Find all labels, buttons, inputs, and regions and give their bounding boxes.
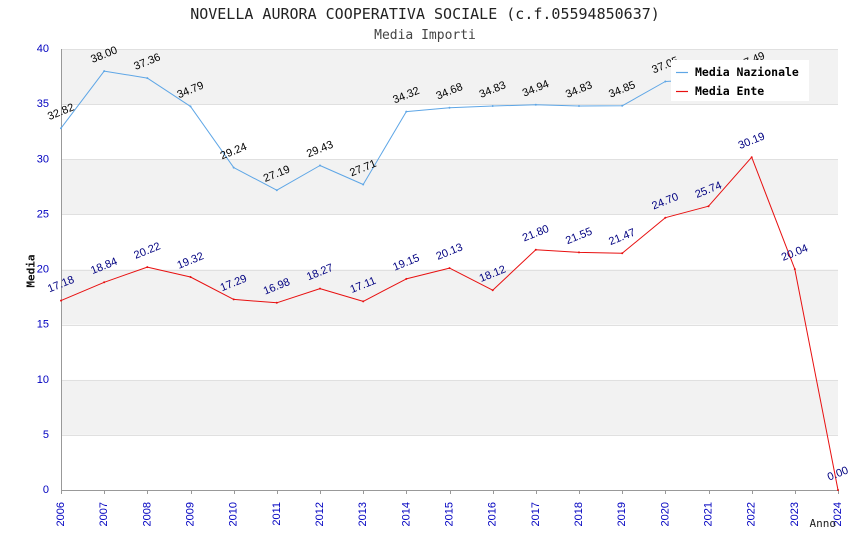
- data-point-media-nazionale: [232, 166, 235, 169]
- x-tick-label: 2022: [746, 502, 758, 526]
- data-point-media-nazionale: [60, 127, 62, 130]
- data-point-media-nazionale: [189, 105, 192, 108]
- y-tick-label: 40: [37, 43, 49, 55]
- data-point-media-nazionale: [362, 183, 365, 186]
- x-tick-label: 2013: [357, 502, 369, 526]
- data-point-media-ente: [146, 266, 149, 269]
- data-point-media-ente: [60, 299, 62, 302]
- x-tick-label: 2024: [832, 502, 844, 526]
- data-point-media-nazionale: [664, 80, 667, 83]
- data-point-media-nazionale: [319, 164, 321, 167]
- data-point-media-nazionale: [491, 105, 494, 107]
- data-point-media-ente: [578, 251, 580, 254]
- data-point-media-ente: [232, 298, 235, 301]
- data-point-media-nazionale: [578, 105, 580, 107]
- x-axis-title: Anno: [810, 517, 837, 530]
- data-point-media-ente: [362, 300, 365, 303]
- tick-labels: 0 5 10 15 20 25 30 35 40 2006 2007 2008 2009 2010 2011…: [37, 43, 844, 526]
- data-point-media-nazionale: [103, 70, 106, 73]
- x-tick-label: 2014: [400, 502, 412, 526]
- x-tick-label: 2007: [98, 502, 110, 526]
- data-point-media-nazionale: [621, 104, 624, 107]
- legend-box: [671, 60, 809, 101]
- y-tick-label: 15: [37, 319, 49, 331]
- data-point-media-nazionale: [275, 189, 278, 192]
- x-tick-label: 2018: [573, 502, 585, 526]
- data-point-media-nazionale: [405, 110, 408, 113]
- data-point-media-ente: [793, 268, 796, 271]
- axes: [61, 49, 839, 494]
- y-axis-title: Media: [25, 254, 38, 287]
- x-tick-label: 2020: [659, 502, 671, 526]
- data-point-media-ente: [275, 301, 278, 304]
- y-tick-label: 5: [43, 429, 49, 441]
- grid-band: [61, 104, 838, 160]
- data-points: [60, 70, 839, 491]
- x-tick-label: 2011: [271, 502, 283, 526]
- legend-label-media-ente: Media Ente: [695, 84, 764, 98]
- data-point-media-ente: [664, 216, 667, 219]
- data-point-media-ente: [750, 156, 753, 159]
- y-tick-label: 20: [37, 264, 49, 276]
- grid-band: [61, 159, 838, 215]
- chart-title: NOVELLA AURORA COOPERATIVA SOCIALE (c.f.…: [190, 5, 660, 23]
- grid-band: [61, 269, 838, 325]
- x-tick-label: 2015: [444, 502, 456, 526]
- legend-label-media-nazionale: Media Nazionale: [695, 65, 799, 79]
- data-point-media-nazionale: [534, 103, 537, 106]
- grid-band: [61, 434, 838, 490]
- series-line-media-nazionale: [60, 70, 752, 191]
- x-tick-label: 2009: [185, 502, 197, 526]
- legend: Media Nazionale Media Ente: [671, 60, 809, 101]
- chart-subtitle: Media Importi: [374, 28, 476, 43]
- data-point-media-ente: [534, 248, 537, 251]
- grid-band: [61, 379, 838, 435]
- y-tick-label: 10: [37, 374, 49, 386]
- grid-band: [61, 214, 838, 270]
- data-point-media-ente: [621, 252, 624, 255]
- data-point-media-ente: [319, 287, 321, 290]
- data-point-media-ente: [491, 289, 494, 292]
- background-bands: [61, 49, 838, 490]
- data-point-media-ente: [707, 205, 710, 208]
- x-tick-label: 2006: [55, 502, 67, 526]
- x-tick-label: 2023: [789, 502, 801, 526]
- data-point-media-ente: [837, 489, 839, 491]
- data-point-media-nazionale: [146, 77, 149, 80]
- x-tick-label: 2021: [703, 502, 715, 526]
- x-tick-label: 2017: [530, 502, 542, 526]
- data-point-media-ente: [189, 276, 192, 278]
- x-tick-label: 2010: [228, 502, 240, 526]
- y-tick-label: 35: [37, 98, 49, 110]
- data-point-media-ente: [405, 277, 408, 280]
- data-point-media-ente: [448, 267, 451, 270]
- data-point-media-nazionale: [448, 106, 451, 109]
- y-tick-label: 30: [37, 153, 49, 165]
- x-tick-label: 2012: [314, 502, 326, 526]
- y-tick-label: 0: [43, 484, 49, 496]
- grid-band: [61, 324, 838, 380]
- data-point-media-ente: [103, 281, 106, 284]
- x-tick-label: 2016: [487, 502, 499, 526]
- y-tick-label: 25: [37, 208, 49, 220]
- x-tick-label: 2008: [141, 502, 153, 526]
- x-tick-label: 2019: [616, 502, 628, 526]
